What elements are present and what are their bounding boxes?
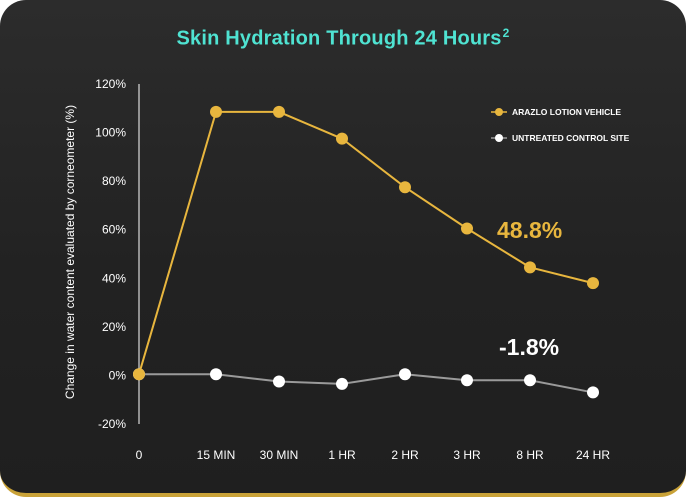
chart-title-text: Skin Hydration Through 24 Hours <box>176 27 502 50</box>
data-point <box>399 368 411 381</box>
x-tick-label: 2 HR <box>391 448 419 462</box>
data-point <box>133 368 145 381</box>
data-point <box>336 132 348 145</box>
data-point <box>524 261 536 274</box>
x-tick-label: 15 MIN <box>197 448 236 462</box>
series-line-0 <box>138 110 594 375</box>
chart-title: Skin Hydration Through 24 Hours2 <box>0 26 686 51</box>
data-point <box>273 375 285 388</box>
y-tick-label: 60% <box>102 223 126 237</box>
data-point <box>587 386 599 399</box>
data-point <box>587 277 599 290</box>
axes: -20% 0% 20% 40% 60% 80% 100% 120% 0 15 MIN 30 MIN 1… <box>63 77 610 462</box>
x-tick-label: 24 HR <box>576 448 610 462</box>
y-tick-label: -20% <box>98 417 126 431</box>
data-point <box>461 374 473 387</box>
legend-label: UNTREATED CONTROL SITE <box>512 133 630 143</box>
legend-label: ARAZLO LOTION VEHICLE <box>512 107 621 117</box>
x-tick-label: 30 MIN <box>260 448 299 462</box>
data-point <box>461 222 473 235</box>
y-tick-label: 20% <box>102 320 126 334</box>
data-point <box>399 181 411 194</box>
legend: ARAZLO LOTION VEHICLE UNTREATED CONTROL S… <box>491 107 630 143</box>
data-point <box>273 105 285 118</box>
y-tick-label: 80% <box>102 174 126 188</box>
data-point <box>336 377 348 390</box>
annotation-vehicle-value: 48.8% <box>497 217 562 243</box>
y-tick-label: 0% <box>109 368 127 382</box>
series-lines <box>133 105 599 399</box>
data-point <box>524 374 536 387</box>
y-tick-label: 40% <box>102 271 126 285</box>
legend-marker <box>495 108 503 116</box>
x-tick-label: 8 HR <box>516 448 544 462</box>
chart-title-footnote: 2 <box>502 26 510 40</box>
annotations: 48.8% -1.8% <box>497 217 562 360</box>
y-axis-title: Change in water content evaluated by cor… <box>63 105 77 399</box>
y-tick-label: 100% <box>95 126 126 140</box>
x-tick-label: 1 HR <box>328 448 356 462</box>
legend-marker <box>495 134 503 142</box>
annotation-control-value: -1.8% <box>499 334 559 360</box>
data-point <box>210 368 222 381</box>
x-tick-label: 0 <box>136 448 143 462</box>
data-point <box>210 105 222 118</box>
series-line-1 <box>139 373 594 394</box>
y-tick-label: 120% <box>95 77 126 91</box>
x-tick-label: 3 HR <box>453 448 481 462</box>
